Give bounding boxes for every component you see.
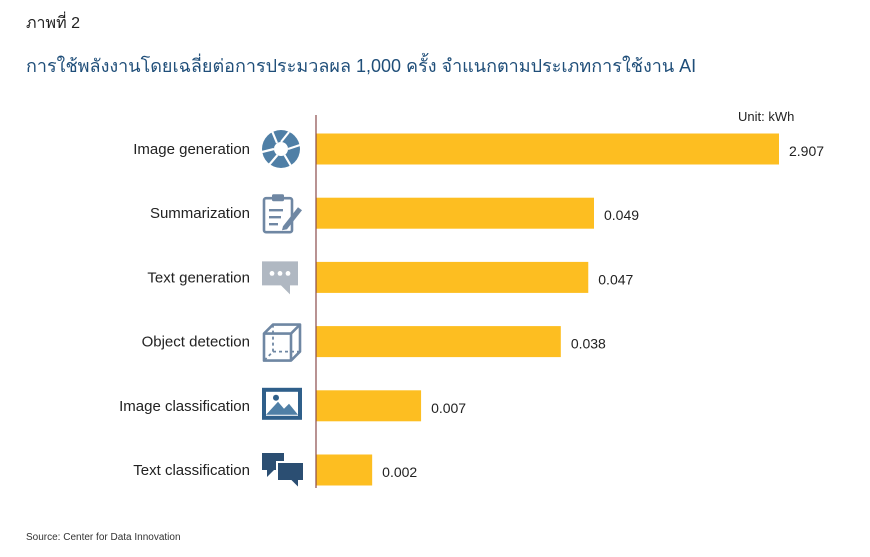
unit-label: Unit: kWh	[738, 109, 795, 124]
category-label: Text generation	[147, 269, 250, 286]
chart-title: การใช้พลังงานโดยเฉลี่ยต่อการประมวลผล 1,0…	[26, 56, 697, 76]
chat-bubble-dots-icon	[262, 261, 298, 295]
category-label: Image classification	[119, 398, 250, 415]
cube-icon	[262, 323, 302, 362]
value-label: 2.907	[789, 143, 824, 159]
bar-image-classification	[316, 390, 422, 422]
chat-bubbles-icon	[261, 452, 305, 490]
source-note: Source: Center for Data Innovation	[26, 532, 181, 543]
clipboard-pen-icon	[262, 192, 304, 234]
category-label: Image generation	[133, 141, 250, 158]
value-label: 0.038	[571, 336, 606, 352]
camera-aperture-icon	[260, 128, 302, 170]
bar-image-generation	[316, 133, 779, 165]
figure-label: ภาพที่ 2	[26, 15, 80, 32]
value-label: 0.049	[604, 207, 639, 223]
value-label: 0.002	[382, 464, 417, 480]
category-label: Object detection	[142, 334, 250, 351]
bar-object-detection	[316, 326, 561, 358]
bar-text-generation	[316, 261, 589, 293]
value-label: 0.047	[598, 271, 633, 287]
bar-summarization	[316, 197, 594, 229]
landscape-image-icon	[262, 387, 302, 420]
bar-text-classification	[316, 454, 373, 486]
value-label: 0.007	[431, 400, 466, 416]
category-label: Text classification	[133, 462, 250, 479]
category-label: Summarization	[150, 205, 250, 222]
